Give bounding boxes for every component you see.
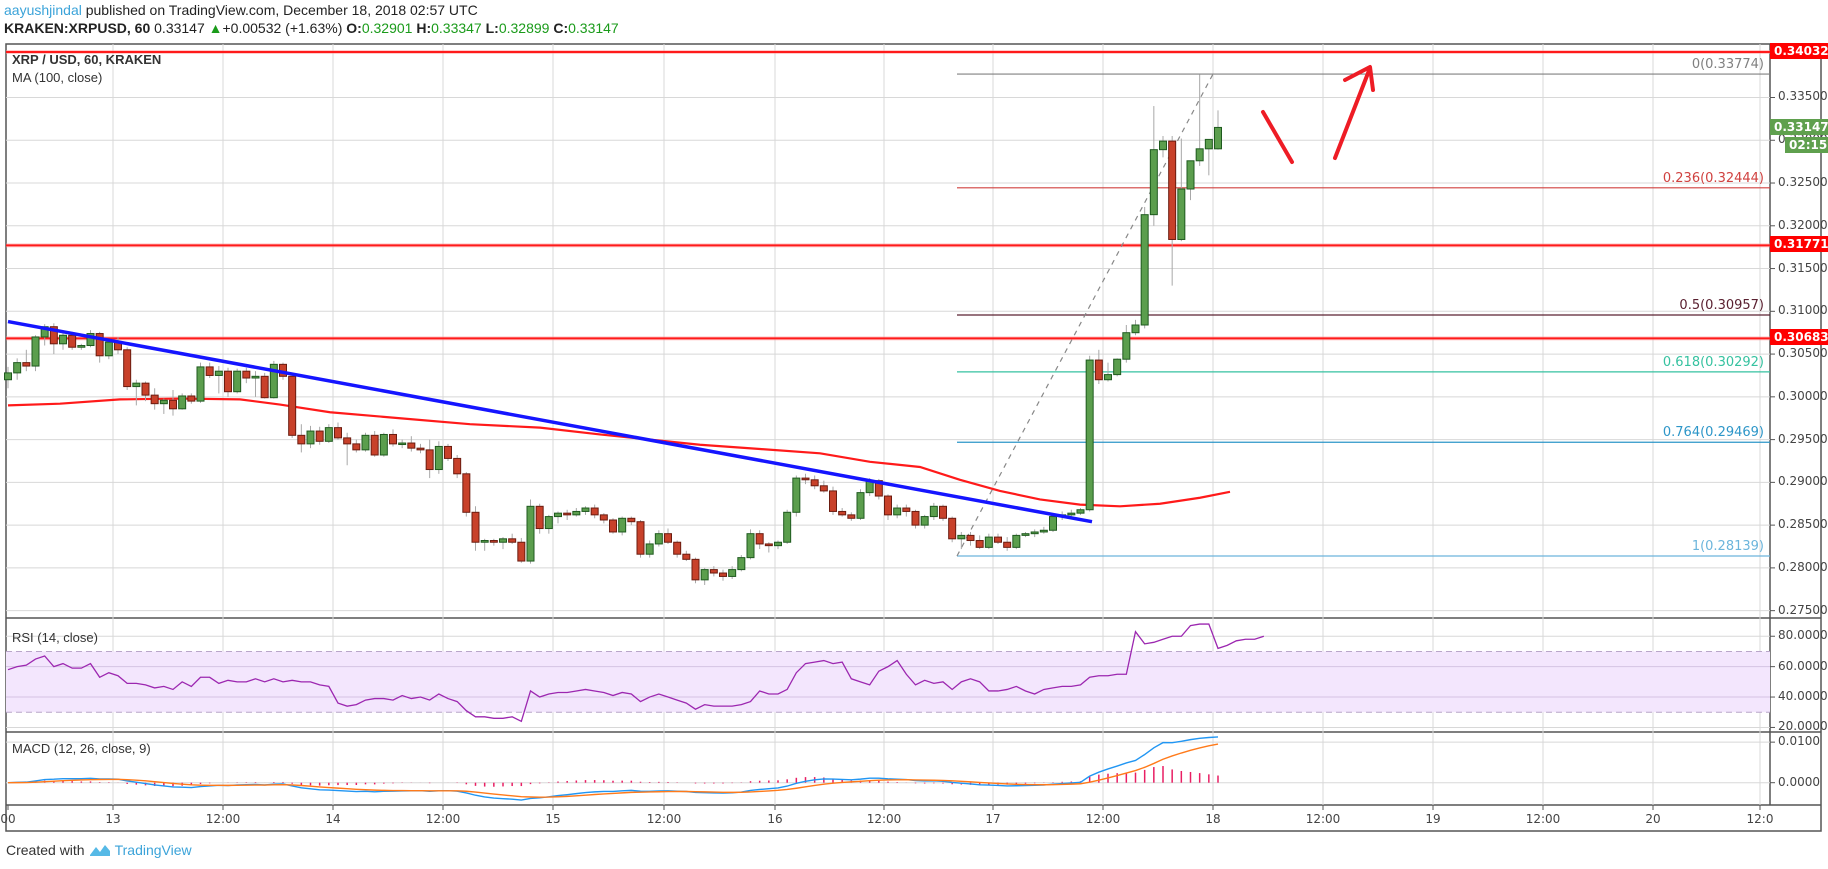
low-label: L:: [485, 20, 499, 36]
time-axis-label: 12:0: [1746, 812, 1774, 826]
fib-level-label: 0.618(0.30292): [1662, 354, 1764, 370]
price-axis-label: 0.28000: [1778, 559, 1828, 574]
time-axis-label: 15: [545, 812, 561, 826]
published-text: published on TradingView.com, December 1…: [81, 2, 478, 18]
time-axis-label: 00: [0, 812, 16, 826]
open-label: O:: [346, 20, 362, 36]
price-axis-label: 0.30000: [1778, 388, 1828, 403]
time-axis-label: 16: [767, 812, 783, 826]
time-axis-label: 14: [325, 812, 341, 826]
fib-level-label: 0.5(0.30957): [1679, 297, 1764, 313]
tradingview-logo-icon: [89, 845, 110, 856]
rsi-axis-label: 20.0000: [1778, 719, 1828, 734]
macd-axis-label: 0.0000: [1778, 774, 1820, 789]
price-axis-label: 0.28500: [1778, 517, 1828, 532]
symbol-label: KRAKEN:XRPUSD, 60: [4, 20, 151, 36]
last-price: 0.33147: [154, 20, 205, 36]
created-with-text: Created with: [6, 842, 85, 858]
rsi-legend[interactable]: RSI (14, close): [12, 630, 98, 645]
time-axis-label: 12:00: [1525, 812, 1561, 826]
up-triangle-icon: ▲: [208, 20, 223, 36]
fib-level-label: 0(0.33774): [1691, 57, 1764, 73]
time-axis-label: 12:00: [1085, 812, 1121, 826]
close-value: 0.33147: [568, 20, 619, 36]
footer: Created with TradingView: [6, 842, 192, 858]
fib-level-label: 1(0.28139): [1691, 539, 1764, 554]
time-axis-label: 12:00: [425, 812, 461, 826]
ma-legend[interactable]: MA (100, close): [12, 70, 103, 85]
time-axis-label: 12:00: [205, 812, 241, 826]
open-value: 0.32901: [361, 20, 413, 36]
last-price-tag: 0.33147: [1770, 118, 1828, 135]
price-axis-label: 0.29500: [1778, 431, 1828, 446]
level-price-tag: 0.31771: [1770, 236, 1828, 253]
time-axis-label: 12:00: [1305, 812, 1341, 826]
time-axis-label: 12:00: [646, 812, 682, 826]
time-axis-label: 17: [985, 812, 1001, 826]
time-axis-label: 12:00: [866, 812, 902, 826]
price-axis-label: 0.30500: [1778, 346, 1828, 361]
low-value: 0.32899: [498, 20, 550, 36]
close-label: C:: [553, 20, 569, 36]
rsi-axis-label: 40.0000: [1778, 689, 1828, 704]
price-axis-label: 0.31500: [1778, 260, 1828, 275]
price-axis-label: 0.29000: [1778, 474, 1828, 489]
symbol-quote-line: KRAKEN:XRPUSD, 60 0.33147 ▲+0.00532 (+1.…: [4, 20, 619, 36]
author-link[interactable]: aayushjindal: [4, 2, 82, 18]
rsi-axis-label: 60.0000: [1778, 658, 1828, 673]
price-axis-label: 0.27500: [1778, 602, 1828, 617]
fib-level-label: 0.236(0.32444): [1662, 170, 1764, 186]
time-axis-label: 18: [1205, 812, 1221, 826]
price-axis-label: 0.33500: [1778, 89, 1828, 104]
time-axis-label: 19: [1425, 812, 1441, 826]
high-value: 0.33347: [431, 20, 482, 36]
level-price-tag: 0.34032: [1770, 43, 1828, 59]
fib-level-label: 0.764(0.29469): [1662, 425, 1764, 441]
macd-legend[interactable]: MACD (12, 26, close, 9): [12, 741, 151, 756]
price-axis-label: 0.32500: [1778, 175, 1828, 190]
time-axis-label: 20: [1645, 812, 1661, 826]
publisher-line: aayushjindal published on TradingView.co…: [4, 2, 478, 18]
time-axis-label: 13: [105, 812, 121, 826]
rsi-axis-label: 80.0000: [1778, 628, 1828, 643]
change-value: +0.00532 (+1.63%): [222, 20, 343, 36]
macd-axis-label: 0.0100: [1778, 734, 1820, 749]
high-label: H:: [416, 20, 432, 36]
bar-countdown-tag: 02:15: [1785, 136, 1828, 153]
main-pane-title: XRP / USD, 60, KRAKEN: [12, 52, 162, 67]
price-axis-label: 0.32000: [1778, 217, 1828, 232]
price-axis-label: 0.31000: [1778, 303, 1828, 318]
level-price-tag: 0.30683: [1770, 329, 1828, 346]
tradingview-link[interactable]: TradingView: [114, 842, 192, 858]
